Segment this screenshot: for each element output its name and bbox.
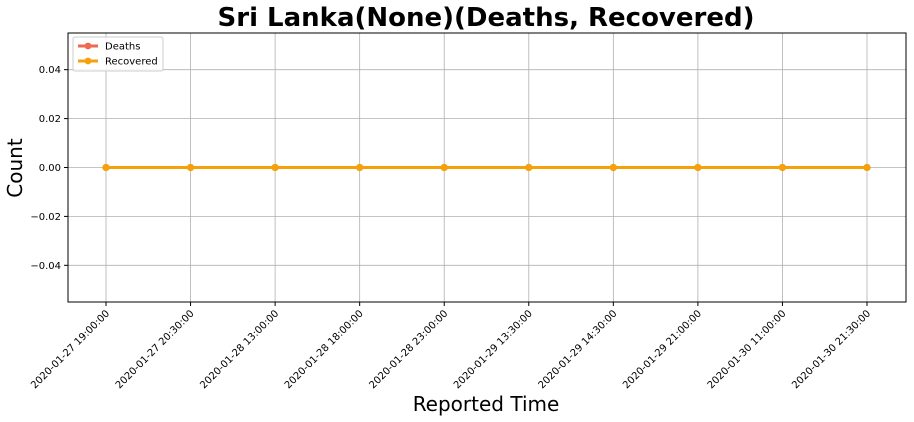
data-point-recovered (271, 163, 279, 172)
legend-marker-recovered (84, 57, 92, 65)
chart-title: Sri Lanka(None)(Deaths, Recovered) (218, 3, 755, 33)
data-point-recovered (102, 163, 110, 172)
data-point-recovered (694, 163, 702, 172)
y-tick-label: 0.00 (39, 163, 61, 174)
legend-marker-deaths (84, 42, 92, 50)
data-point-recovered (778, 163, 787, 172)
data-point-recovered (609, 163, 617, 172)
y-tick-label: 0.02 (39, 114, 61, 125)
data-point-recovered (863, 163, 871, 172)
data-point-recovered (525, 163, 533, 172)
legend: Deaths Recovered (72, 36, 164, 72)
data-point-recovered (440, 163, 448, 172)
data-point-recovered (186, 163, 195, 172)
y-tick-label: −0.04 (30, 261, 61, 272)
x-axis-label: Reported Time (413, 392, 560, 416)
series-layer (102, 163, 871, 172)
legend-label-recovered: Recovered (105, 57, 158, 68)
y-axis-label: Count (3, 138, 27, 198)
y-tick-label: −0.02 (30, 212, 61, 223)
y-axis-ticks: −0.04 −0.02 0.00 0.02 0.04 (30, 65, 68, 272)
legend-label-deaths: Deaths (105, 42, 140, 53)
series-recovered (102, 163, 871, 172)
y-tick-label: 0.04 (39, 65, 61, 76)
data-point-recovered (356, 163, 364, 172)
